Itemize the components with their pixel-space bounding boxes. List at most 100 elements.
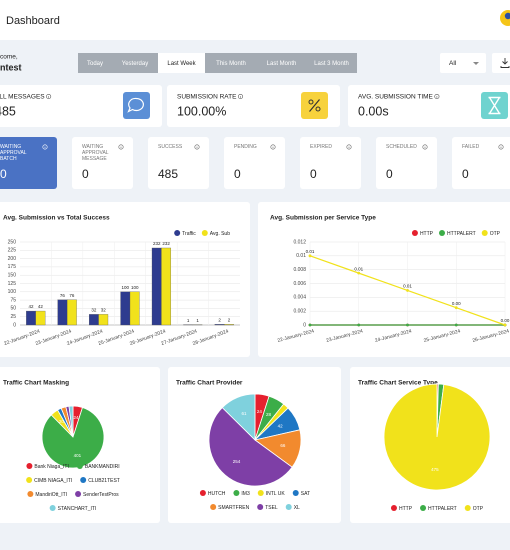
- status-card: [148, 137, 209, 189]
- legend-swatch: [174, 230, 181, 236]
- info-icon: [422, 144, 428, 150]
- legend-label: MandiriOtt_ITI: [35, 492, 67, 498]
- status-label: EXPIRED: [310, 144, 332, 150]
- pie-slice: [208, 407, 293, 487]
- series-point: [503, 323, 507, 327]
- legend-label: OTP: [490, 231, 501, 237]
- y-tick-label: 150: [8, 273, 17, 279]
- legend-label: CLUB21TEST: [88, 478, 120, 484]
- date-filter-button[interactable]: Today: [78, 53, 112, 73]
- download-box: [492, 53, 510, 73]
- bar-value-label: 42: [28, 304, 34, 309]
- legend-swatch: [26, 477, 33, 483]
- y-tick-label: 175: [8, 264, 17, 270]
- date-filter-button[interactable]: Last 3 Month: [306, 53, 357, 73]
- status-card: [452, 137, 510, 189]
- status-label-line: APPROVAL: [0, 150, 28, 156]
- date-filter-button[interactable]: Last Month: [257, 53, 306, 73]
- channel-select[interactable]: All: [440, 53, 486, 73]
- legend-swatch: [76, 463, 83, 469]
- status-card: [0, 137, 57, 189]
- status-label-line: SUCCESS: [158, 144, 183, 150]
- legend-swatch: [481, 230, 488, 236]
- status-label: WAITING APPROVAL BATCH: [0, 144, 28, 162]
- legend-label: HTTPALERT: [447, 231, 476, 237]
- date-filter-button[interactable]: This Month: [205, 53, 257, 73]
- percent-dot: [315, 106, 321, 112]
- bar-value-label: 232: [153, 241, 161, 246]
- y-tick-label: 200: [8, 256, 17, 262]
- series-point: [454, 306, 458, 310]
- legend-label: Avg. Sub: [210, 231, 230, 237]
- button-bg: [205, 53, 257, 73]
- button-bg: [257, 53, 306, 73]
- summary-card: [0, 85, 162, 127]
- bar: [26, 310, 36, 326]
- bar: [129, 291, 140, 326]
- bar: [88, 314, 99, 326]
- button-bg: [306, 53, 357, 73]
- series-point: [308, 323, 312, 327]
- legend-swatch: [257, 490, 264, 496]
- info-icon: [434, 94, 440, 100]
- info-icon: [118, 144, 124, 150]
- series-point: [406, 289, 409, 292]
- status-value: 0: [462, 167, 469, 181]
- slice-value-label: 61: [242, 411, 248, 416]
- date-filter-button[interactable]: Last Week: [158, 53, 205, 73]
- y-tick-label: 50: [10, 306, 16, 312]
- slice-value-label: 475: [431, 467, 439, 472]
- point-value-label: 0.00: [452, 301, 461, 306]
- series-point: [308, 254, 312, 258]
- point-value-label: 0.01: [403, 284, 412, 289]
- slice-value-label: 24: [73, 415, 79, 420]
- legend-row: HUTCH IM3 INTL UK SAT: [199, 490, 310, 497]
- series-point: [406, 323, 409, 327]
- legend-label: STANCHART_ITI: [58, 506, 97, 512]
- y-tick-label: 0.004: [293, 295, 306, 301]
- legend-swatch: [199, 490, 206, 496]
- info-circle: [194, 144, 200, 150]
- bar-value-label: 32: [101, 308, 107, 313]
- legend-swatch: [210, 504, 217, 510]
- legend-label: BANKMANDIRI: [85, 464, 120, 470]
- summary-value: 485: [0, 104, 16, 118]
- series-point: [357, 271, 361, 275]
- info-circle: [498, 144, 504, 150]
- legend-label: SenderTestPros: [83, 492, 119, 498]
- info-icon: [346, 144, 352, 150]
- legend: HTTP HTTPALERT OTP: [411, 230, 501, 237]
- welcome-name: ntest: [0, 62, 22, 72]
- legend-row: STANCHART_ITI: [49, 505, 97, 512]
- info-icon: [194, 144, 200, 150]
- date-filter-button[interactable]: Yesterday: [112, 53, 158, 73]
- info-circle: [237, 94, 243, 100]
- y-tick-label: 25: [10, 314, 16, 320]
- legend-label: HTTPALERT: [428, 506, 457, 512]
- summary-card: [348, 85, 510, 127]
- info-icon: [498, 144, 504, 150]
- avatar[interactable]: [500, 10, 510, 26]
- y-tick-label: 0.012: [293, 239, 306, 245]
- download-button[interactable]: [492, 53, 510, 73]
- info-circle: [42, 144, 48, 150]
- bar: [151, 247, 162, 326]
- legend-swatch: [464, 505, 471, 511]
- summary-label: SUBMISSION RATE: [177, 94, 237, 101]
- slice-value-label: 28: [266, 412, 272, 417]
- legend-swatch: [257, 504, 264, 510]
- legend-label: HTTP: [399, 506, 413, 512]
- chat-icon: [127, 97, 144, 113]
- slice-value-label: 24: [257, 409, 263, 414]
- status-label: PENDING: [234, 144, 257, 150]
- legend-label: INTL UK: [266, 491, 286, 497]
- percent-dot: [308, 99, 314, 105]
- y-tick-label: 0.01: [296, 253, 306, 259]
- status-card: [300, 137, 361, 189]
- page-title: Dashboard: [6, 15, 60, 27]
- legend-swatch: [80, 477, 87, 483]
- legend: Traffic Avg. Sub: [174, 230, 230, 237]
- legend-label: Bank Niaga_ITI: [34, 464, 68, 470]
- legend-row: CIMB NIAGA_ITI CLUB21TEST: [26, 477, 120, 484]
- info-icon: [270, 144, 276, 150]
